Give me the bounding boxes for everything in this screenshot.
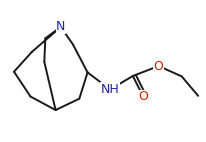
Text: N: N	[56, 20, 66, 34]
Text: NH: NH	[101, 83, 120, 96]
Text: O: O	[154, 59, 164, 73]
Text: O: O	[138, 90, 148, 103]
